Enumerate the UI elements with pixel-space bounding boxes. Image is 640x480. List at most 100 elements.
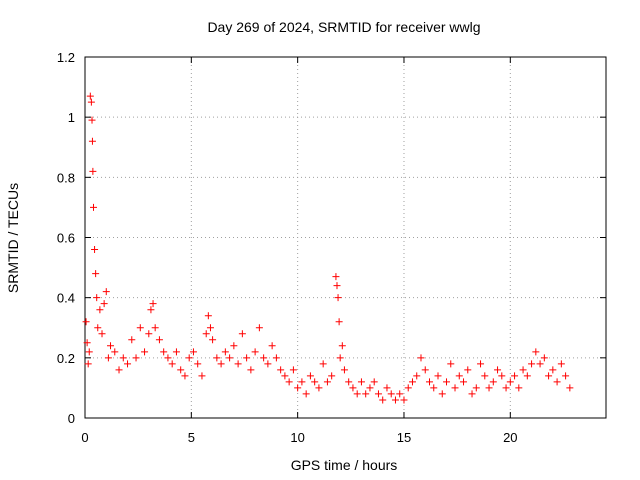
data-point <box>383 384 391 392</box>
data-point <box>128 336 136 344</box>
data-point <box>281 372 289 380</box>
data-point <box>268 342 276 350</box>
data-point <box>168 360 176 368</box>
grid <box>85 57 606 418</box>
data-point <box>260 354 268 362</box>
data-point <box>100 300 108 308</box>
data-point <box>502 384 510 392</box>
data-point <box>532 348 540 356</box>
data-point <box>84 360 92 368</box>
data-point <box>94 324 102 332</box>
data-point <box>536 360 544 368</box>
data-point <box>132 354 140 362</box>
data-point <box>464 366 472 374</box>
data-point <box>506 378 514 386</box>
data-point <box>255 324 263 332</box>
data-point <box>164 354 172 362</box>
axis-ticks: 0 0.2 0.4 0.6 0.8 1 1.2 0 5 10 15 20 <box>57 50 606 445</box>
data-point <box>96 306 104 314</box>
x-tick-label: 20 <box>503 430 517 445</box>
data-point <box>562 372 570 380</box>
data-point <box>515 384 523 392</box>
data-point <box>528 360 536 368</box>
chart-title: Day 269 of 2024, SRMTID for receiver wwl… <box>207 19 480 35</box>
data-point <box>362 390 370 398</box>
y-tick-label: 0.4 <box>57 291 75 306</box>
data-point <box>421 366 429 374</box>
data-point <box>119 354 127 362</box>
data-point <box>366 384 374 392</box>
y-tick-label: 0.6 <box>57 231 75 246</box>
data-point <box>511 372 519 380</box>
y-tick-label: 1.2 <box>57 50 75 65</box>
data-point <box>104 354 112 362</box>
x-tick-label: 5 <box>188 430 195 445</box>
data-point <box>149 300 157 308</box>
y-tick-label: 0 <box>68 411 75 426</box>
data-point <box>333 282 341 290</box>
data-point <box>379 396 387 404</box>
data-point <box>443 378 451 386</box>
data-point <box>264 360 272 368</box>
data-point <box>519 366 527 374</box>
data-point <box>294 384 302 392</box>
data-point <box>88 137 96 145</box>
data-point <box>353 390 361 398</box>
data-point <box>226 354 234 362</box>
data-point <box>147 306 155 314</box>
data-point <box>549 366 557 374</box>
data-point <box>494 366 502 374</box>
data-point <box>177 366 185 374</box>
data-point <box>396 390 404 398</box>
data-point <box>545 372 553 380</box>
data-point <box>145 330 153 338</box>
data-point <box>115 366 123 374</box>
data-point <box>285 378 293 386</box>
data-point <box>238 330 246 338</box>
data-point <box>451 384 459 392</box>
data-point <box>349 384 357 392</box>
x-axis-title: GPS time / hours <box>291 457 398 473</box>
data-point <box>247 366 255 374</box>
data-point <box>460 378 468 386</box>
y-axis-title: SRMTID / TECUs <box>5 183 21 293</box>
data-point <box>204 312 212 320</box>
data-point <box>213 354 221 362</box>
data-point <box>332 273 340 281</box>
data-point <box>370 378 378 386</box>
data-point <box>85 348 93 356</box>
y-tick-label: 1 <box>68 110 75 125</box>
data-point <box>124 360 132 368</box>
x-tick-label: 0 <box>81 430 88 445</box>
data-point <box>98 330 106 338</box>
data-point <box>88 116 96 124</box>
data-point <box>336 354 344 362</box>
x-tick-label: 10 <box>290 430 304 445</box>
data-point <box>141 348 149 356</box>
data-point <box>277 366 285 374</box>
data-point <box>160 348 168 356</box>
data-point <box>151 324 159 332</box>
data-point <box>185 354 193 362</box>
data-point <box>387 390 395 398</box>
data-point <box>206 324 214 332</box>
data-point <box>181 372 189 380</box>
data-point <box>328 372 336 380</box>
data-point <box>566 384 574 392</box>
data-point <box>306 372 314 380</box>
data-point <box>298 378 306 386</box>
data-point <box>92 270 100 278</box>
data-point <box>434 372 442 380</box>
data-point <box>111 348 119 356</box>
data-point <box>430 384 438 392</box>
data-point <box>107 342 115 350</box>
data-point <box>400 396 408 404</box>
data-point <box>557 360 565 368</box>
data-point <box>155 336 163 344</box>
data-point <box>477 360 485 368</box>
data-point <box>523 372 531 380</box>
data-point <box>540 354 548 362</box>
data-point <box>408 378 416 386</box>
y-tick-label: 0.8 <box>57 170 75 185</box>
